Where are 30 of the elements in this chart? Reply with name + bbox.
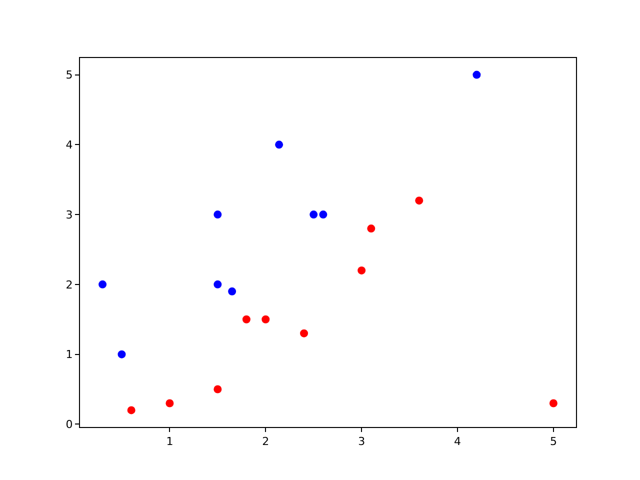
point [549,399,558,408]
point [98,280,107,288]
y-tick-label: 2 [66,278,73,292]
point [319,210,328,219]
y-tick-label: 0 [66,418,73,432]
point [415,196,424,205]
y-tick-label: 4 [66,138,73,152]
point [166,399,174,408]
point [214,280,222,288]
point [242,315,250,324]
x-tick-label: 5 [550,435,557,448]
point [310,210,318,219]
point [262,315,270,324]
point [472,70,481,79]
point [214,210,222,219]
x-tick-label: 2 [262,435,270,448]
y-tick-label: 3 [66,208,73,222]
point [300,329,308,338]
point [118,350,126,358]
point [358,266,366,274]
point [214,385,222,394]
point [127,406,136,414]
x-tick-label: 3 [358,435,366,448]
point [228,287,236,296]
point [275,140,284,149]
x-tick-label: 1 [166,435,174,448]
point [367,224,376,233]
x-tick-label: 4 [454,435,462,448]
y-tick-label: 5 [66,68,73,82]
y-tick-label: 1 [66,348,73,362]
